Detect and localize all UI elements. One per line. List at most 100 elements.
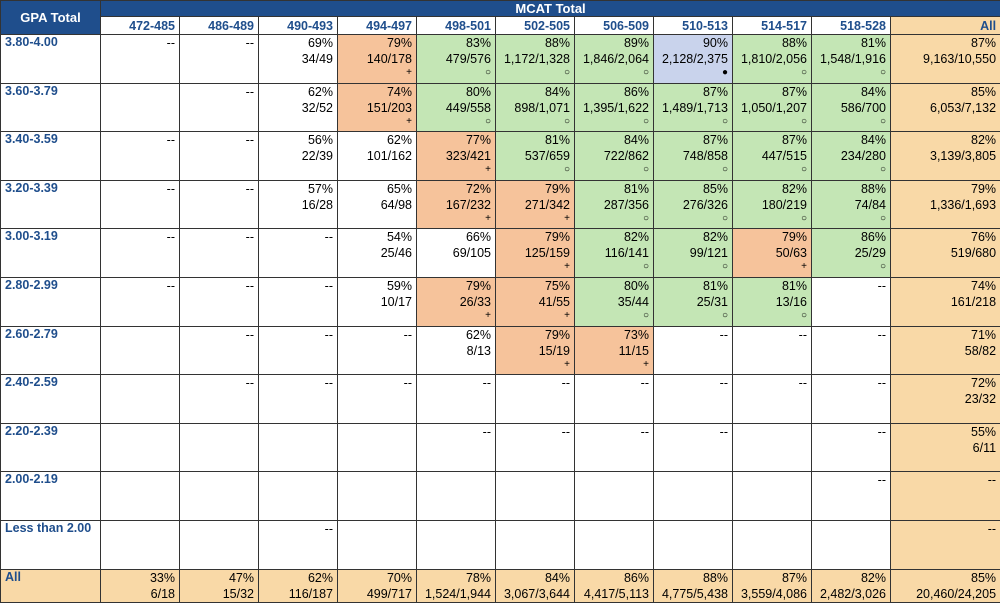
- count-value: 1,810/2,056: [740, 52, 807, 66]
- percent-value: --: [324, 278, 333, 293]
- percent-value: --: [245, 278, 254, 293]
- count-value: 1,524/1,944: [424, 586, 491, 601]
- column-header: 498-501: [416, 16, 496, 35]
- table-cell: [653, 519, 733, 570]
- count-value: 26/33: [459, 294, 491, 309]
- significance-marker: ○: [484, 67, 491, 78]
- table-cell: 90% 2,128/2,375 ●: [653, 34, 733, 84]
- count-value: 32/52: [301, 100, 333, 115]
- table-cell: 88% 74/84 ○: [811, 179, 891, 230]
- count-value: 6/11: [972, 440, 997, 455]
- table-row: 2.60-2.79 -- -- -- 62% 8/13 79% 15/19 +73% 11/15 +…: [0, 325, 1000, 376]
- percent-value: 86%: [860, 230, 886, 245]
- count-value: 449/558: [445, 100, 491, 115]
- mcat-title-row: GPA Total MCAT Total: [0, 0, 1000, 35]
- percent-value: 82%: [623, 230, 649, 245]
- table-cell: [653, 471, 733, 521]
- percent-value: 75%: [544, 278, 570, 293]
- column-header: 510-513: [653, 16, 733, 35]
- gpa-range-label: 2.00-2.19: [0, 471, 101, 521]
- count-value: 898/1,071: [514, 100, 570, 115]
- table-cell: --: [337, 325, 417, 376]
- percent-value: 80%: [623, 278, 649, 293]
- table-cell: [179, 471, 259, 521]
- table-row: 3.80-4.00 -- -- 69% 34/49 79% 140/178 +83% 479/5…: [0, 34, 1000, 84]
- percent-value: 74%: [971, 278, 997, 293]
- table-cell: 84% 3,067/3,644: [495, 568, 575, 603]
- table-cell: 62% 116/187: [258, 568, 338, 603]
- table-cell: --: [416, 422, 496, 473]
- count-value: 3,067/3,644: [503, 586, 570, 601]
- count-value: 20,460/24,205: [916, 586, 997, 601]
- table-cell: 33% 6/18: [100, 568, 180, 603]
- percent-value: --: [798, 376, 807, 391]
- table-cell: 69% 34/49: [258, 34, 338, 84]
- table-body: 3.80-4.00 -- -- 69% 34/49 79% 140/178 +83% 479/5…: [0, 34, 1000, 603]
- table-cell: [179, 422, 259, 473]
- table-cell: [574, 519, 654, 570]
- count-value: 1,172/1,328: [503, 52, 570, 66]
- table-cell: 74% 151/203 +: [337, 82, 417, 133]
- percent-value: 33%: [149, 570, 175, 585]
- count-value: 64/98: [380, 197, 412, 212]
- significance-marker: ○: [563, 115, 570, 127]
- table-cell: 85% 6,053/7,132: [889, 82, 1000, 133]
- percent-value: --: [245, 327, 254, 342]
- gpa-range-label: 2.20-2.39: [0, 422, 101, 473]
- count-value: 167/232: [445, 197, 491, 212]
- percent-value: 54%: [386, 230, 412, 245]
- table-cell: 80% 35/44 ○: [574, 276, 654, 327]
- percent-value: --: [482, 376, 491, 391]
- table-cell: 86% 1,395/1,622 ○: [574, 82, 654, 133]
- percent-value: 72%: [971, 376, 997, 391]
- significance-marker: ○: [721, 309, 728, 321]
- count-value: 11/15: [618, 343, 649, 358]
- table-cell: [258, 422, 338, 473]
- table-cell: [100, 519, 180, 570]
- table-cell: --: [179, 34, 259, 84]
- percent-value: 79%: [544, 230, 570, 245]
- table-row: Less than 2.00 -- --: [0, 519, 1000, 570]
- percent-value: 79%: [386, 36, 412, 50]
- significance-marker: ○: [800, 164, 807, 176]
- count-value: 1,846/2,064: [582, 52, 649, 66]
- percent-value: 84%: [544, 570, 570, 585]
- percent-value: 81%: [781, 278, 807, 293]
- significance-marker: +: [564, 261, 570, 273]
- table-cell: --: [179, 82, 259, 133]
- table-row: 3.00-3.19 -- -- -- 54% 25/46 66% 69/105 79% 125/1…: [0, 228, 1000, 278]
- table-cell: --: [495, 374, 575, 424]
- table-cell: 87% 1,489/1,713 ○: [653, 82, 733, 133]
- significance-marker: +: [406, 67, 412, 78]
- count-value: 271/342: [524, 197, 570, 212]
- table-cell: --: [100, 179, 180, 230]
- percent-value: 88%: [702, 570, 728, 585]
- count-value: 16/28: [301, 197, 333, 212]
- percent-value: 57%: [307, 181, 333, 196]
- table-row: 2.80-2.99 -- -- -- 59% 10/17 79% 26/33 +75% 41/55…: [0, 276, 1000, 327]
- count-value: 276/326: [682, 197, 728, 212]
- percent-value: 66%: [465, 230, 491, 245]
- count-value: 1,050/1,207: [740, 100, 807, 115]
- percent-value: 79%: [971, 181, 997, 196]
- percent-value: 87%: [971, 36, 997, 50]
- count-value: 125/159: [524, 246, 570, 261]
- percent-value: --: [719, 376, 728, 391]
- count-value: 50/63: [775, 246, 807, 261]
- table-cell: 84% 898/1,071 ○: [495, 82, 575, 133]
- table-cell: 66% 69/105: [416, 228, 496, 278]
- significance-marker: ○: [800, 212, 807, 224]
- table-cell: 82% 180/219 ○: [732, 179, 812, 230]
- gpa-total-header: GPA Total: [0, 0, 101, 35]
- table-cell: --: [179, 228, 259, 278]
- significance-marker: +: [406, 115, 412, 127]
- table-row: 2.40-2.59 -- -- -- -- -- -- -- -- -- 72% 23/32: [0, 374, 1000, 424]
- table-cell: 82% 2,482/3,026: [811, 568, 891, 603]
- table-cell: 79% 125/159 +: [495, 228, 575, 278]
- table-cell: 81% 25/31 ○: [653, 276, 733, 327]
- significance-marker: +: [801, 261, 807, 273]
- table-cell: [811, 519, 891, 570]
- percent-value: 84%: [860, 84, 886, 99]
- percent-value: --: [719, 424, 728, 439]
- table-cell: [179, 519, 259, 570]
